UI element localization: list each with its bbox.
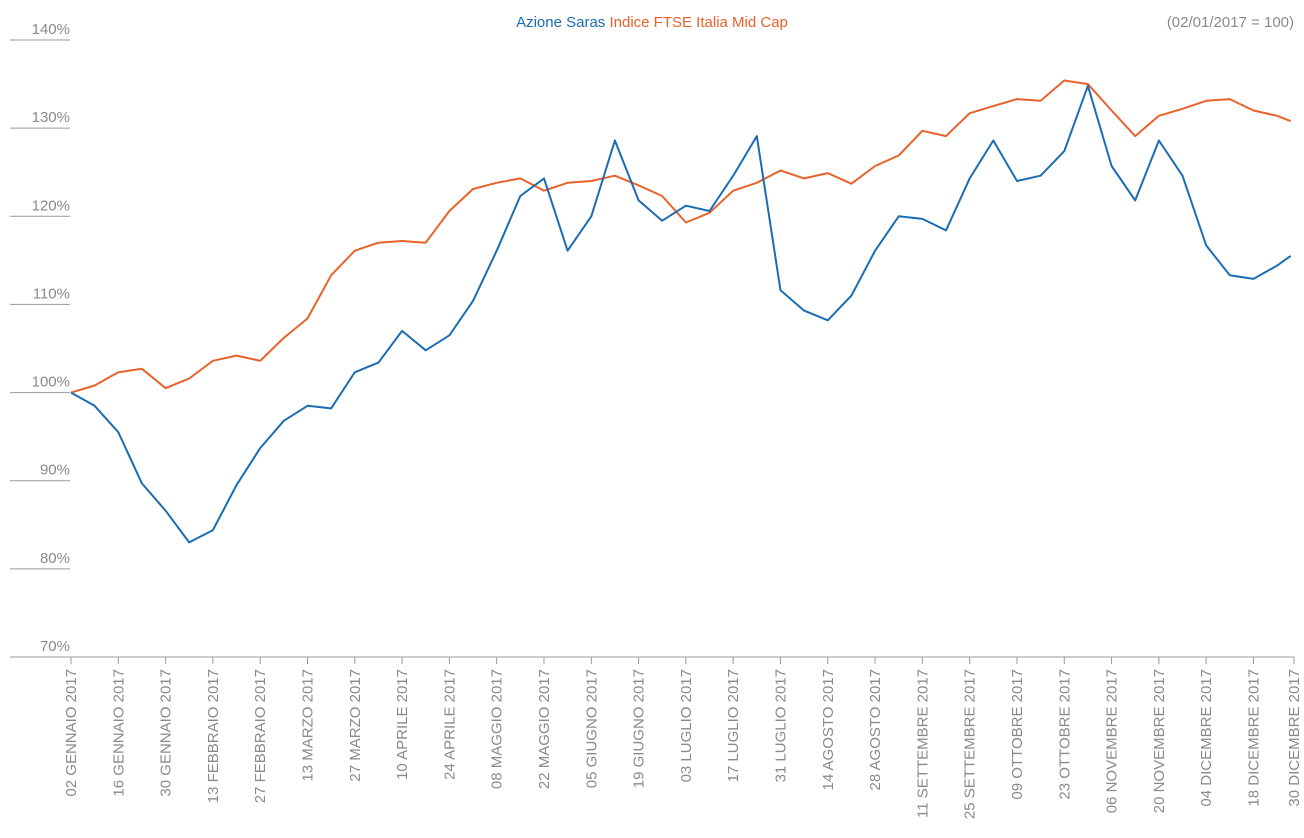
y-tick-label: 90%	[40, 462, 70, 479]
y-tick-label: 130%	[32, 109, 70, 126]
x-tick-label: 13 FEBBRAIO 2017	[205, 669, 222, 803]
x-tick-label: 30 GENNAIO 2017	[158, 669, 175, 797]
x-tick-label: 27 MARZO 2017	[347, 669, 364, 782]
x-tick-label: 25 SETTEMBRE 2017	[962, 669, 979, 819]
x-tick-label: 14 AGOSTO 2017	[820, 669, 837, 790]
x-tick-label: 28 AGOSTO 2017	[867, 669, 884, 790]
x-tick-label: 11 SETTEMBRE 2017	[914, 669, 931, 818]
x-tick-label: 23 OTTOBRE 2017	[1056, 669, 1073, 800]
x-tick-label: 20 NOVEMBRE 2017	[1151, 669, 1168, 813]
x-tick-label: 17 LUGLIO 2017	[725, 669, 742, 782]
series-line	[70, 84, 1292, 544]
legend-entry: Azione Saras	[516, 14, 605, 31]
y-tick-label: 70%	[40, 638, 70, 655]
legend-entry: Indice FTSE Italia Mid Cap	[609, 14, 787, 31]
x-tick-label: 08 MAGGIO 2017	[489, 669, 506, 789]
x-tick-label: 13 MARZO 2017	[299, 669, 316, 782]
x-tick-label: 04 DICEMBRE 2017	[1198, 669, 1215, 807]
x-tick-label: 05 GIUGNO 2017	[583, 669, 600, 788]
y-tick-label: 80%	[40, 550, 70, 567]
x-tick-label: 02 GENNAIO 2017	[63, 669, 80, 797]
x-tick-label: 10 APRILE 2017	[394, 669, 411, 780]
x-tick-label: 24 APRILE 2017	[441, 669, 458, 780]
x-tick-label: 18 DICEMBRE 2017	[1245, 669, 1262, 807]
x-tick-label: 19 GIUGNO 2017	[631, 669, 648, 788]
x-tick-label: 27 FEBBRAIO 2017	[252, 669, 269, 803]
y-tick-label: 100%	[32, 374, 70, 391]
y-tick-label: 110%	[33, 285, 70, 302]
x-tick-label: 09 OTTOBRE 2017	[1009, 669, 1026, 800]
y-tick-label: 140%	[32, 21, 70, 38]
x-tick-label: 06 NOVEMBRE 2017	[1104, 669, 1121, 813]
x-tick-label: 31 LUGLIO 2017	[772, 669, 789, 782]
series-line	[70, 79, 1291, 394]
x-tick-label: 16 GENNAIO 2017	[110, 669, 127, 797]
y-tick-label: 120%	[32, 197, 70, 214]
x-tick-label: 30 DICEMBRE 2017	[1286, 669, 1303, 807]
chart-subtitle: (02/01/2017 = 100)	[1167, 14, 1294, 31]
x-tick-label: 03 LUGLIO 2017	[678, 669, 695, 782]
x-tick-label: 22 MAGGIO 2017	[536, 669, 553, 789]
legend: Azione Saras Indice FTSE Italia Mid Cap	[516, 14, 788, 31]
